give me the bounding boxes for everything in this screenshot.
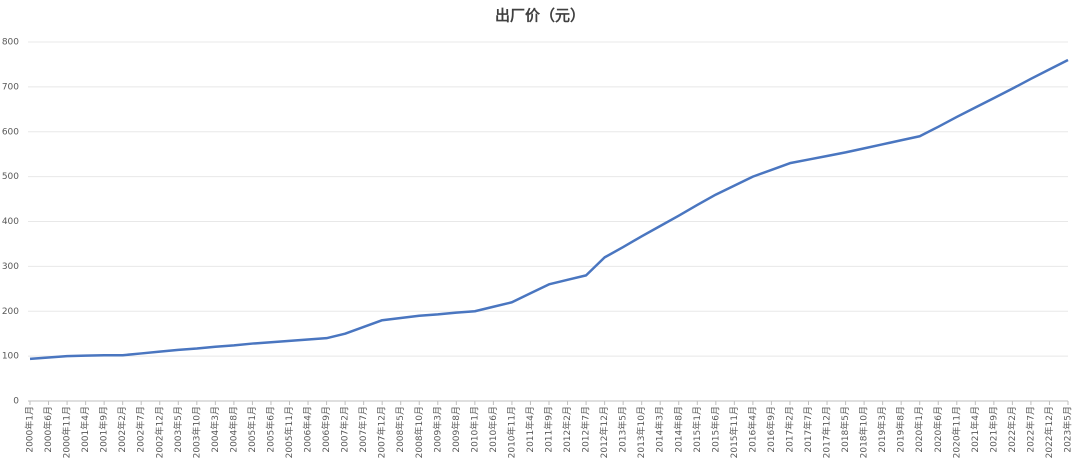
chart-title: 出厂价（元） (495, 7, 585, 25)
y-tick-label: 200 (2, 307, 19, 317)
x-tick-label: 2003年10月 (190, 406, 202, 458)
x-tick-label: 2005年1月 (246, 406, 258, 453)
x-tick-label: 2010年11月 (505, 406, 517, 458)
x-tick-label: 2023年5月 (1062, 406, 1074, 453)
x-tick-label: 2003年5月 (172, 406, 184, 453)
x-tick-label: 2017年12月 (821, 406, 833, 458)
x-tick-label: 2005年11月 (283, 406, 295, 458)
x-tick-label: 2001年4月 (79, 406, 91, 453)
x-tick-label: 2019年8月 (895, 406, 907, 453)
x-tick-label: 2004年8月 (227, 406, 239, 453)
x-tick-label: 2000年1月 (24, 406, 36, 453)
x-tick-label: 2010年6月 (487, 406, 499, 453)
x-tick-label: 2016年9月 (765, 406, 777, 453)
x-tick-label: 2015年1月 (691, 406, 703, 453)
y-tick-label: 500 (2, 172, 19, 182)
y-tick-label: 0 (13, 397, 19, 407)
x-tick-label: 2017年2月 (783, 406, 795, 453)
x-tick-label: 2012年2月 (561, 406, 573, 453)
x-tick-label: 2013年5月 (617, 406, 629, 453)
x-tick-label: 2017年7月 (802, 406, 814, 453)
x-tick-label: 2020年11月 (950, 406, 962, 458)
y-tick-label: 800 (2, 38, 19, 48)
x-tick-label: 2011年9月 (543, 406, 555, 453)
x-tick-label: 2020年6月 (932, 406, 944, 453)
x-tick-label: 2018年5月 (839, 406, 851, 453)
x-tick-label: 2006年9月 (320, 406, 332, 453)
x-tick-label: 2015年6月 (709, 406, 721, 453)
x-tick-label: 2022年2月 (1006, 406, 1018, 453)
y-tick-label: 400 (2, 217, 19, 227)
x-tick-label: 2022年12月 (1043, 406, 1055, 458)
x-tick-label: 2010年1月 (468, 406, 480, 453)
x-tick-label: 2013年10月 (635, 406, 647, 458)
x-tick-label: 2015年11月 (728, 406, 740, 458)
x-tick-label: 2021年4月 (969, 406, 981, 453)
y-tick-label: 100 (2, 352, 19, 362)
y-tick-label: 700 (2, 82, 19, 92)
x-tick-label: 2021年9月 (987, 406, 999, 453)
x-tick-label: 2022年7月 (1024, 406, 1036, 453)
x-tick-label: 2014年8月 (672, 406, 684, 453)
x-tick-label: 2009年8月 (450, 406, 462, 453)
x-tick-label: 2007年7月 (357, 406, 369, 453)
x-tick-label: 2020年1月 (913, 406, 925, 453)
x-tick-label: 2016年4月 (746, 406, 758, 453)
data-line (29, 58, 1069, 361)
x-tick-label: 2008年5月 (394, 406, 406, 453)
x-tick-label: 2019年3月 (876, 406, 888, 453)
x-tick-label: 2018年10月 (858, 406, 870, 458)
x-tick-label: 2002年2月 (116, 406, 128, 453)
x-tick-label: 2012年7月 (580, 406, 592, 453)
x-tick-label: 2006年4月 (302, 406, 314, 453)
x-tick-label: 2007年2月 (339, 406, 351, 453)
x-tick-label: 2009年3月 (431, 406, 443, 453)
x-tick-label: 2008年10月 (413, 406, 425, 458)
x-tick-label: 2012年12月 (598, 406, 610, 458)
x-tick-label: 2000年6月 (42, 406, 54, 453)
x-tick-label: 2004年3月 (209, 406, 221, 453)
x-tick-label: 2005年6月 (264, 406, 276, 453)
y-tick-label: 600 (2, 127, 19, 137)
x-tick-label: 2002年7月 (135, 406, 147, 453)
x-tick-label: 2014年3月 (654, 406, 666, 453)
x-tick-label: 2007年12月 (376, 406, 388, 458)
x-tick-label: 2000年11月 (61, 406, 73, 458)
y-tick-label: 300 (2, 262, 19, 272)
x-tick-label: 2002年12月 (153, 406, 165, 458)
x-tick-label: 2001年9月 (98, 406, 110, 453)
x-tick-label: 2011年4月 (524, 406, 536, 453)
